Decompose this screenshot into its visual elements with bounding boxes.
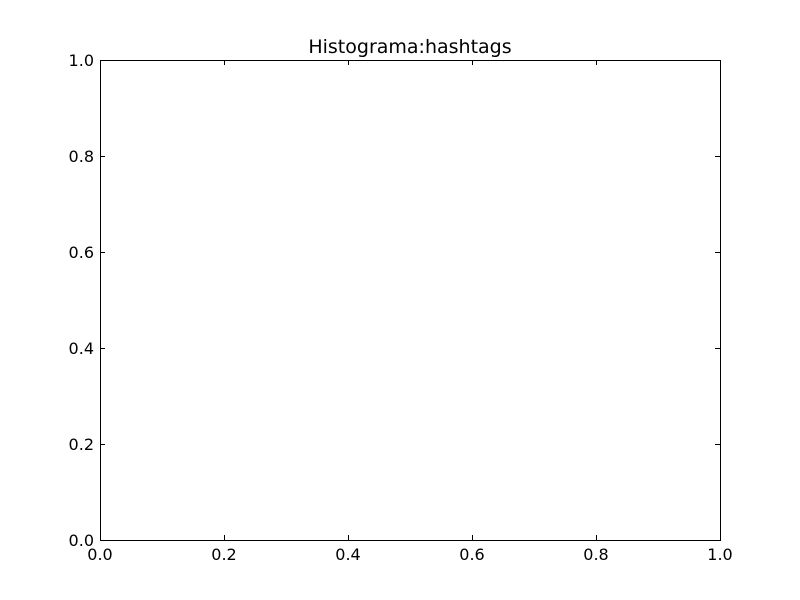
y-tick-label: 0.0 bbox=[69, 531, 94, 550]
x-axis-tick-labels: 0.0 0.2 0.4 0.6 0.8 1.0 bbox=[87, 545, 732, 564]
y-tick-label: 0.4 bbox=[69, 339, 94, 358]
x-tick-label: 0.2 bbox=[211, 545, 236, 564]
axes-frame bbox=[100, 60, 721, 541]
x-tick-label: 1.0 bbox=[707, 545, 732, 564]
x-tick-label: 0.8 bbox=[583, 545, 608, 564]
y-tick-label: 0.8 bbox=[69, 147, 94, 166]
x-tick-label: 0.6 bbox=[459, 545, 484, 564]
chart-title: Histograma:hashtags bbox=[308, 36, 511, 58]
x-tick-label: 0.4 bbox=[335, 545, 360, 564]
y-tick-label: 0.2 bbox=[69, 435, 94, 454]
y-tick-label: 0.6 bbox=[69, 243, 94, 262]
plot-area bbox=[100, 60, 721, 541]
y-axis-tick-labels: 0.0 0.2 0.4 0.6 0.8 1.0 bbox=[69, 51, 94, 550]
x-tick-label: 0.0 bbox=[87, 545, 112, 564]
y-tick-label: 1.0 bbox=[69, 51, 94, 70]
